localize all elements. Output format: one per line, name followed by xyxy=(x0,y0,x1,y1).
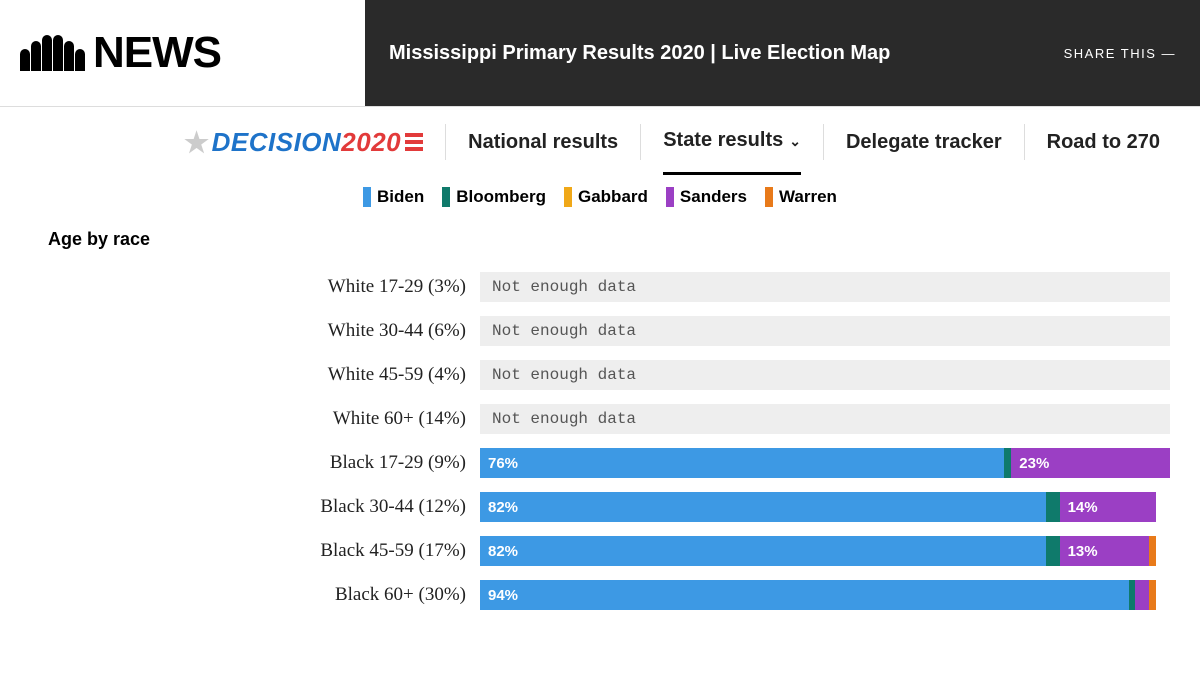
legend-item-warren: Warren xyxy=(765,187,837,207)
legend-swatch xyxy=(666,187,674,207)
legend-item-bloomberg: Bloomberg xyxy=(442,187,546,207)
legend-label: Warren xyxy=(779,187,837,207)
row-label: White 45-59 (4%) xyxy=(30,364,480,386)
decision-2020-logo[interactable]: ★ DECISION 2020 xyxy=(184,126,423,159)
peacock-icon xyxy=(20,35,85,71)
nav-bar: ★ DECISION 2020 National results State re… xyxy=(0,107,1200,177)
nav-divider xyxy=(1024,124,1025,160)
bar-segment-sanders: 23% xyxy=(1011,448,1170,478)
nav-item-delegate-tracker[interactable]: Delegate tracker xyxy=(846,111,1002,174)
bar-area: Not enough data xyxy=(480,316,1170,346)
bar-segment-sanders: 13% xyxy=(1060,536,1150,566)
bar-area: 76%23% xyxy=(480,448,1170,478)
bar-area: Not enough data xyxy=(480,272,1170,302)
bar-segment-sanders xyxy=(1135,580,1149,610)
bar-segment-biden: 76% xyxy=(480,448,1004,478)
row-label: Black 60+ (30%) xyxy=(30,584,480,606)
no-data-bar: Not enough data xyxy=(480,316,1170,346)
bar-segment-bloomberg xyxy=(1046,492,1060,522)
logo-area[interactable]: NEWS xyxy=(0,0,365,106)
legend-label: Biden xyxy=(377,187,424,207)
chart-row: White 45-59 (4%)Not enough data xyxy=(30,360,1170,390)
no-data-bar: Not enough data xyxy=(480,272,1170,302)
bar-area: Not enough data xyxy=(480,360,1170,390)
candidate-legend: Biden Bloomberg Gabbard Sanders Warren xyxy=(0,177,1200,229)
nav-item-road-to-270[interactable]: Road to 270 xyxy=(1047,111,1160,174)
chart-row: Black 30-44 (12%)82% 14% xyxy=(30,492,1170,522)
bar-segment-biden: 82% xyxy=(480,536,1046,566)
legend-swatch xyxy=(363,187,371,207)
chart-row: Black 45-59 (17%)82% 13% xyxy=(30,536,1170,566)
news-logo-text: NEWS xyxy=(93,28,221,78)
no-data-bar: Not enough data xyxy=(480,360,1170,390)
no-data-bar: Not enough data xyxy=(480,404,1170,434)
legend-label: Gabbard xyxy=(578,187,648,207)
legend-item-sanders: Sanders xyxy=(666,187,747,207)
row-label: White 30-44 (6%) xyxy=(30,320,480,342)
bar-area: Not enough data xyxy=(480,404,1170,434)
legend-label: Sanders xyxy=(680,187,747,207)
legend-swatch xyxy=(765,187,773,207)
title-bar: Mississippi Primary Results 2020 | Live … xyxy=(365,0,1200,106)
nav-item-state-results[interactable]: State results⌄ xyxy=(663,109,801,175)
page-title: Mississippi Primary Results 2020 | Live … xyxy=(389,42,1064,65)
legend-label: Bloomberg xyxy=(456,187,546,207)
bar-area: 82% 13% xyxy=(480,536,1170,566)
legend-item-gabbard: Gabbard xyxy=(564,187,648,207)
bar-segment-bloomberg xyxy=(1046,536,1060,566)
chevron-down-icon: ⌄ xyxy=(789,133,801,149)
nav-divider xyxy=(823,124,824,160)
legend-item-biden: Biden xyxy=(363,187,424,207)
star-icon: ★ xyxy=(184,126,210,159)
row-label: Black 45-59 (17%) xyxy=(30,540,480,562)
age-by-race-chart: White 17-29 (3%)Not enough dataWhite 30-… xyxy=(0,272,1200,610)
bar-segment-bloomberg xyxy=(1129,580,1136,610)
chart-row: White 60+ (14%)Not enough data xyxy=(30,404,1170,434)
chart-section-title: Age by race xyxy=(0,229,1200,250)
chart-row: Black 17-29 (9%)76%23% xyxy=(30,448,1170,478)
bar-segment-sanders: 14% xyxy=(1060,492,1157,522)
top-bar: NEWS Mississippi Primary Results 2020 | … xyxy=(0,0,1200,107)
row-label: Black 17-29 (9%) xyxy=(30,452,480,474)
row-label: Black 30-44 (12%) xyxy=(30,496,480,518)
nav-divider xyxy=(640,124,641,160)
legend-swatch xyxy=(442,187,450,207)
bar-segment-biden: 82% xyxy=(480,492,1046,522)
flag-icon xyxy=(405,133,423,151)
bar-segment-biden: 94% xyxy=(480,580,1129,610)
chart-row: White 30-44 (6%)Not enough data xyxy=(30,316,1170,346)
bar-area: 82% 14% xyxy=(480,492,1170,522)
chart-row: White 17-29 (3%)Not enough data xyxy=(30,272,1170,302)
bar-segment-warren xyxy=(1149,536,1156,566)
nav-divider xyxy=(445,124,446,160)
legend-swatch xyxy=(564,187,572,207)
chart-row: Black 60+ (30%)94% xyxy=(30,580,1170,610)
bar-segment-bloomberg xyxy=(1004,448,1011,478)
bar-segment-warren xyxy=(1149,580,1156,610)
bar-area: 94% xyxy=(480,580,1170,610)
row-label: White 17-29 (3%) xyxy=(30,276,480,298)
nav-item-national-results[interactable]: National results xyxy=(468,111,618,174)
share-button[interactable]: SHARE THIS — xyxy=(1064,46,1176,61)
row-label: White 60+ (14%) xyxy=(30,408,480,430)
